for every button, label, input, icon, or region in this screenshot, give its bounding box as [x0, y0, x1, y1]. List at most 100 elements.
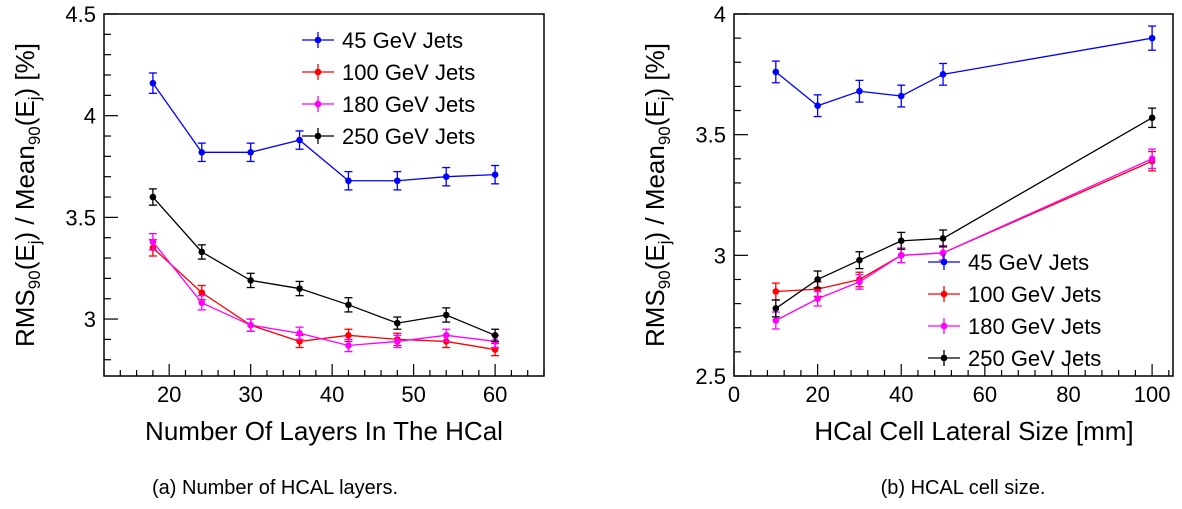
legend-label: 100 GeV Jets [968, 282, 1101, 307]
data-point [1148, 114, 1156, 122]
y-axis-title: RMS90(Ej) / Mean90(Ej) [%] [640, 43, 674, 347]
y-tick-label: 3.5 [65, 205, 96, 230]
x-tick-label: 20 [157, 382, 181, 407]
series-250-gev-jets [148, 188, 500, 343]
data-point [856, 87, 863, 95]
legend-marker [940, 290, 948, 298]
y-tick-label: 3.5 [695, 123, 726, 148]
data-point [856, 278, 863, 286]
data-point [296, 136, 303, 144]
data-point [939, 235, 947, 242]
series-180-gev-jets [771, 148, 1157, 330]
caption: (a) Number of HCAL layers. [152, 477, 398, 499]
x-axis-title: HCal Cell Lateral Size [mm] [814, 416, 1133, 446]
data-point [442, 311, 450, 319]
y-tick-label: 3 [714, 243, 726, 268]
series-line [152, 82, 496, 182]
data-point [345, 332, 352, 339]
data-point [772, 68, 780, 76]
caption: (b) HCAL cell size. [881, 477, 1046, 499]
series-line [775, 117, 1153, 309]
y-tick-label: 4.5 [65, 2, 96, 27]
data-point [856, 256, 863, 264]
panel-a: 20 30 40 50 60 3 3.5 4 4.5 Number Of Layers In Th… [10, 2, 545, 499]
data-point [897, 237, 905, 245]
data-point [491, 332, 499, 339]
x-tick-label: 50 [401, 382, 425, 407]
x-tick-label: 80 [1056, 382, 1080, 407]
series-250-gev-jets [771, 107, 1157, 318]
legend-label: 45 GeV Jets [342, 28, 463, 53]
series-line [775, 37, 1153, 107]
x-tick-label: 40 [889, 382, 913, 407]
plot-frame [733, 13, 1174, 377]
legend: 45 GeV Jets 100 GeV Jets 180 GeV Jets 250 G… [302, 28, 475, 149]
data-point [1148, 34, 1156, 42]
legend-label: 250 GeV Jets [342, 124, 475, 149]
data-point [897, 252, 905, 259]
x-tick-label: 100 [1134, 382, 1171, 407]
legend-label: 180 GeV Jets [342, 92, 475, 117]
series-line [152, 241, 496, 347]
legend: 45 GeV Jets 100 GeV Jets 180 GeV Jets 250 G… [928, 250, 1101, 371]
data-point [198, 248, 206, 256]
y-tick-label: 4 [84, 104, 96, 129]
data-point [345, 342, 352, 349]
data-point [939, 71, 947, 78]
data-point [897, 92, 905, 100]
data-point [247, 148, 254, 156]
data-point [198, 148, 206, 156]
data-point [149, 79, 157, 87]
data-point [772, 288, 780, 295]
y-axis-title: RMS90(Ej) / Mean90(Ej) [%] [10, 43, 44, 347]
data-point [345, 301, 352, 309]
series-line [152, 247, 496, 351]
series-45-gev-jets [148, 72, 500, 191]
legend-marker [314, 100, 322, 108]
legend-marker [940, 322, 948, 330]
data-point [198, 299, 206, 307]
x-tick-label: 60 [973, 382, 997, 407]
legend-marker [314, 68, 322, 76]
data-point [442, 332, 450, 339]
legend-marker [940, 258, 948, 266]
x-axis-title: Number Of Layers In The HCal [145, 416, 503, 446]
data-point [814, 102, 821, 110]
data-point [491, 171, 499, 178]
x-tick-label: 30 [238, 382, 262, 407]
legend-label: 180 GeV Jets [968, 314, 1101, 339]
data-point [772, 305, 780, 312]
legend-label: 250 GeV Jets [968, 346, 1101, 371]
series-line [775, 158, 1153, 322]
y-tick-label: 3 [84, 307, 96, 332]
data-point [247, 277, 254, 284]
series-line [152, 196, 496, 336]
data-point [814, 295, 821, 303]
plot-frame [103, 13, 545, 377]
series-180-gev-jets [148, 232, 500, 353]
series-45-gev-jets [771, 25, 1157, 118]
data-point [394, 338, 401, 345]
legend-marker [314, 36, 322, 44]
data-point [939, 249, 947, 257]
data-point [1148, 155, 1156, 163]
legend-marker [314, 132, 322, 140]
data-point [198, 289, 206, 296]
legend-label: 45 GeV Jets [968, 250, 1089, 275]
y-tick-label: 2.5 [695, 364, 726, 389]
y-tick-label: 4 [714, 2, 726, 27]
data-point [149, 238, 157, 246]
data-point [296, 285, 303, 292]
data-point [442, 173, 450, 180]
legend-label: 100 GeV Jets [342, 60, 475, 85]
data-point [247, 321, 254, 329]
x-tick-label: 60 [483, 382, 507, 407]
x-tick-label: 40 [320, 382, 344, 407]
data-point [394, 177, 401, 185]
data-point [149, 193, 157, 201]
data-point [345, 177, 352, 185]
legend-marker [940, 354, 948, 362]
data-point [394, 319, 401, 327]
data-point [814, 276, 821, 283]
